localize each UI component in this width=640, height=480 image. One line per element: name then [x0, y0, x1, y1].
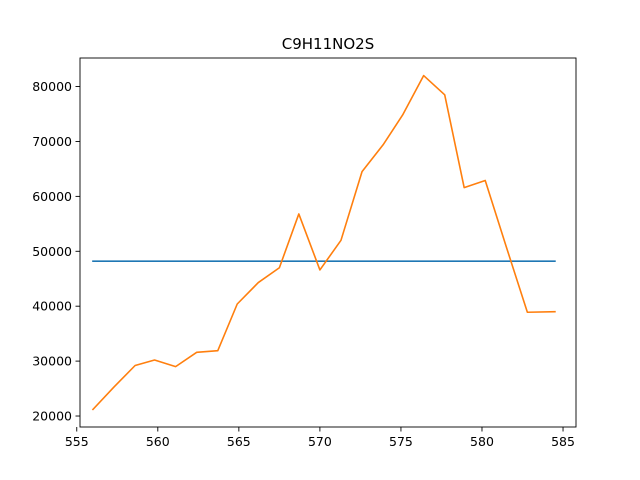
x-tick-label: 565: [227, 434, 251, 449]
chart-title: C9H11NO2S: [282, 35, 374, 53]
x-tick-label: 575: [389, 434, 413, 449]
x-tick-label: 560: [146, 434, 170, 449]
plot-area: [80, 58, 576, 427]
x-tick-label: 585: [551, 434, 575, 449]
x-tick-label: 555: [65, 434, 89, 449]
x-tick-label: 580: [470, 434, 494, 449]
y-tick-label: 20000: [32, 409, 72, 424]
x-tick-label: 570: [308, 434, 332, 449]
plot-frame: [79, 57, 577, 428]
series-line-2: [91, 74, 556, 411]
y-tick-label: 30000: [32, 354, 72, 369]
y-tick-label: 40000: [32, 299, 72, 314]
y-tick-label: 60000: [32, 189, 72, 204]
series-layer: [91, 74, 556, 411]
y-tick-label: 80000: [32, 79, 72, 94]
y-tick-label: 70000: [32, 134, 72, 149]
y-tick-label: 50000: [32, 244, 72, 259]
axes-layer: 555 560 565 570 575 580 585 20000 30000 40000 5000…: [32, 79, 575, 449]
